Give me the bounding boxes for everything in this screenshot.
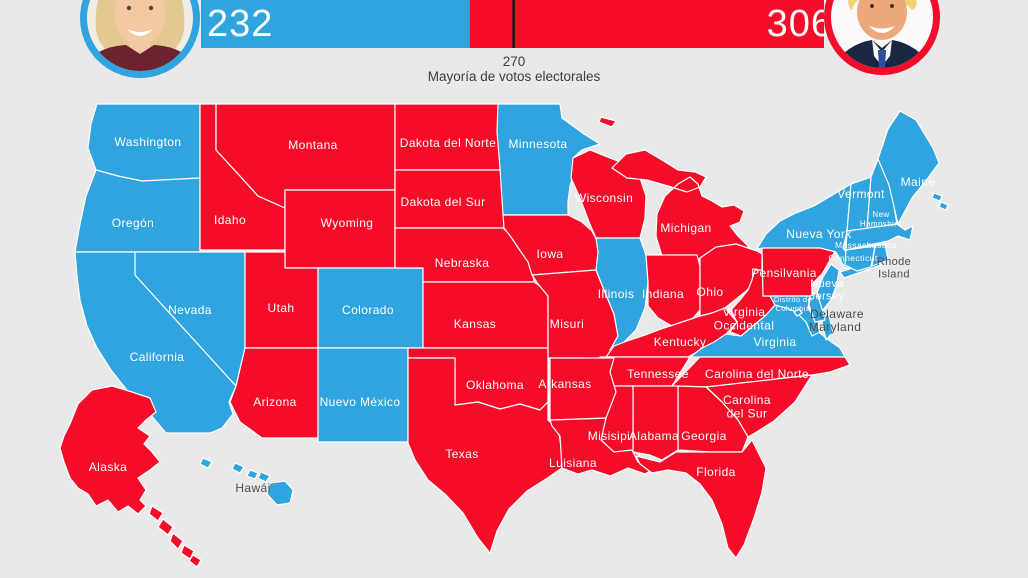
rep-electoral-votes: 306 <box>767 3 833 45</box>
state-alabama <box>632 385 679 461</box>
state-district-of-columbia <box>793 308 803 317</box>
trump-photo <box>824 0 940 75</box>
state-kansas <box>422 281 549 349</box>
state-arizona <box>229 347 319 439</box>
clinton-photo <box>80 0 200 78</box>
state-label-hawaii: Hawái <box>235 481 270 495</box>
state-colorado <box>317 267 424 349</box>
state-georgia <box>677 385 749 453</box>
state-maine <box>877 110 949 225</box>
rep-bar-segment <box>469 0 824 48</box>
state-texas <box>407 357 563 554</box>
dem-electoral-votes: 232 <box>207 3 273 45</box>
clinton-portrait <box>87 0 193 71</box>
states-layer <box>59 103 949 568</box>
state-louisiana <box>549 417 656 477</box>
electoral-bar: 232 306 270 Mayoría de votos electorales <box>201 0 833 84</box>
state-south-dakota <box>394 169 509 229</box>
state-oregon <box>74 169 201 253</box>
state-massachusetts <box>845 223 914 251</box>
dem-bar-segment <box>201 0 470 48</box>
threshold-label: Mayoría de votos electorales <box>428 69 601 84</box>
state-rhode-island <box>871 243 889 267</box>
state-florida <box>635 439 767 559</box>
state-alaska <box>59 385 202 568</box>
state-north-dakota <box>394 103 504 171</box>
threshold-270-marker <box>512 0 515 48</box>
state-washington <box>87 103 201 182</box>
threshold-value: 270 <box>503 54 526 69</box>
state-new-mexico <box>317 347 409 443</box>
state-indiana <box>645 254 701 327</box>
state-wyoming <box>284 189 396 269</box>
state-arkansas <box>549 357 617 421</box>
state-hawaii <box>199 457 294 506</box>
state-connecticut <box>844 245 876 272</box>
state-delaware <box>808 292 826 323</box>
